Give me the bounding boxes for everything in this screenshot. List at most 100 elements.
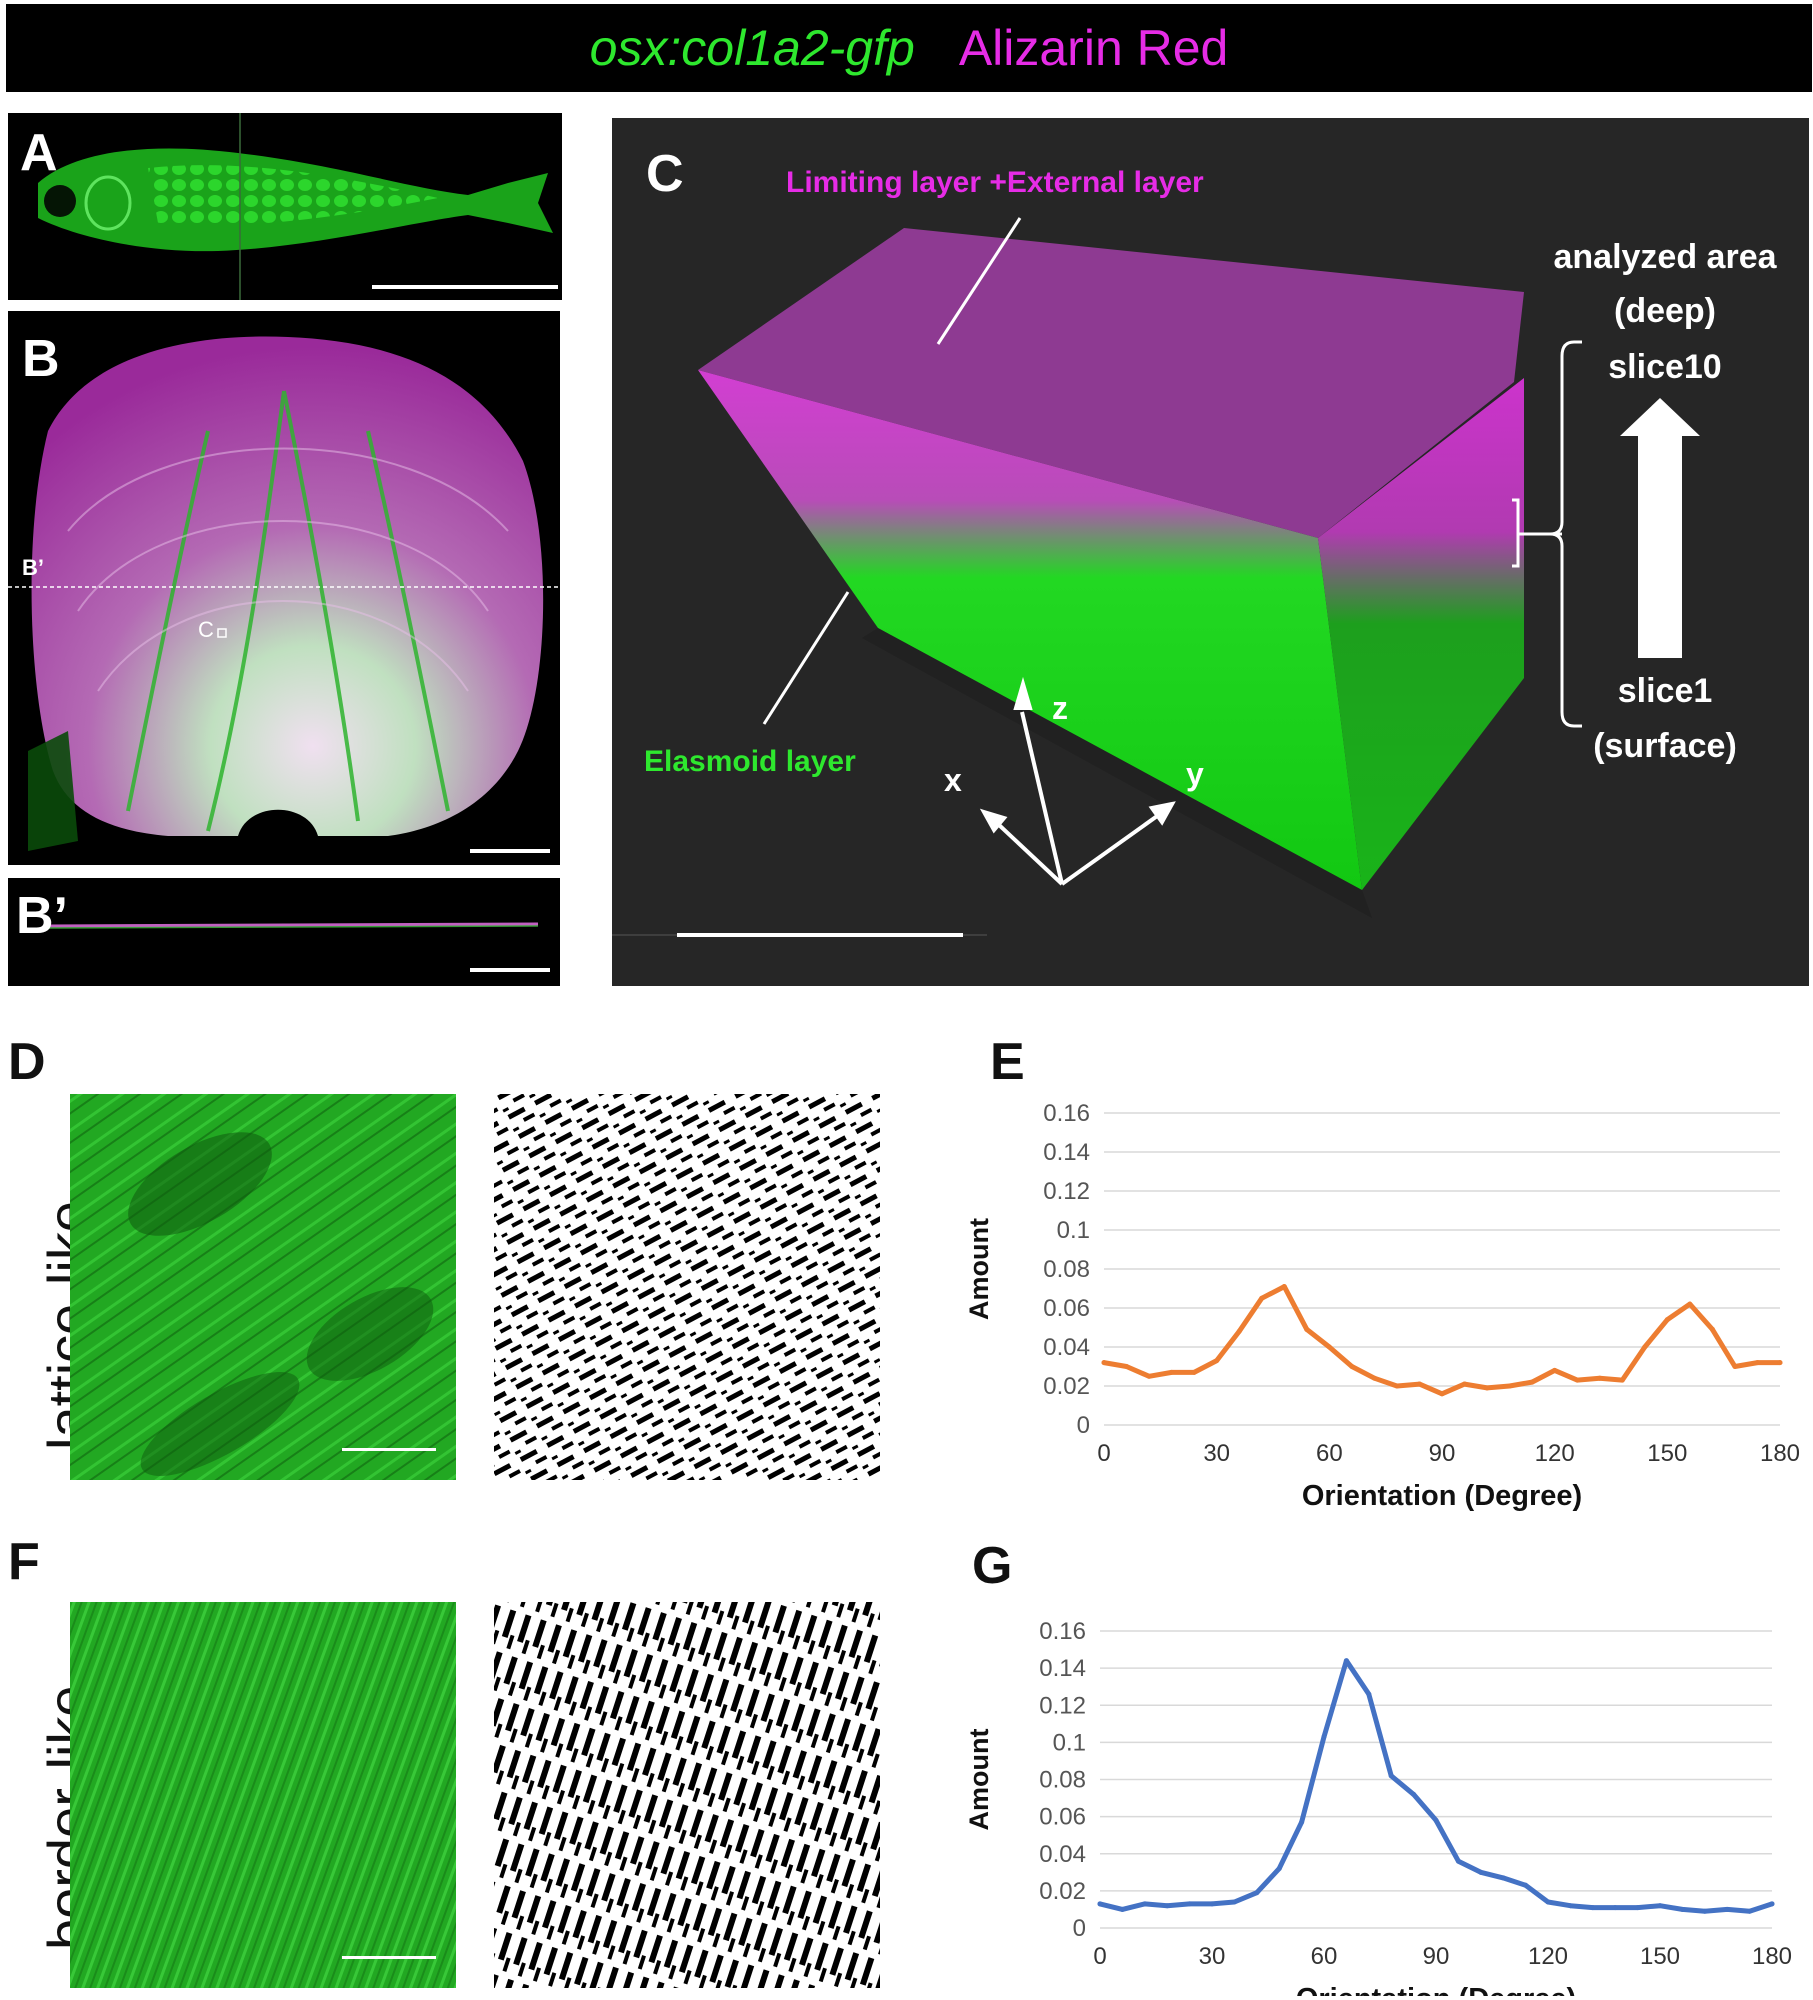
data-point (1709, 1326, 1715, 1332)
x-axis-label: Orientation (Degree) (1296, 1983, 1576, 1996)
data-point (1523, 1882, 1529, 1888)
data-point (1236, 1328, 1242, 1334)
data-point (1254, 1890, 1260, 1896)
data-point (1635, 1905, 1641, 1911)
c-region-marker: C (198, 617, 214, 642)
data-point (1769, 1901, 1775, 1907)
axis-y-label: y (1186, 756, 1204, 792)
y-tick-label: 0.08 (1039, 1767, 1086, 1794)
y-tick-label: 0.1 (1053, 1729, 1086, 1756)
data-point (1574, 1377, 1580, 1383)
axis-z-label: z (1052, 690, 1068, 726)
panel-c-image (612, 118, 1809, 986)
panel-d-fluorescence (70, 1094, 456, 1480)
panel-label-g: G (972, 1537, 1013, 1595)
data-point (1590, 1905, 1596, 1911)
data-point (1349, 1364, 1355, 1369)
x-tick-label: 90 (1423, 1943, 1450, 1970)
y-tick-label: 0.02 (1043, 1373, 1090, 1400)
volume-render (612, 228, 1524, 936)
data-point (1101, 1360, 1107, 1366)
annotation-lines (677, 217, 1700, 937)
y-tick-label: 0.02 (1039, 1878, 1086, 1905)
data-point (1433, 1817, 1439, 1823)
elasmoid-layer-label: Elasmoid layer (644, 745, 856, 778)
data-point (1500, 1875, 1506, 1881)
series-line (1101, 1284, 1783, 1397)
panel-b-prime-image: B’ (8, 878, 560, 986)
panel-f-binary (494, 1602, 880, 1988)
y-tick-label: 0.06 (1043, 1295, 1090, 1322)
slice10-label: slice10 (1608, 348, 1722, 386)
y-tick-label: 0.16 (1043, 1100, 1090, 1127)
panel-label-d: D (8, 1033, 46, 1091)
chart-g: 0 0.02 0.04 0.06 0.08 0.1 0.12 0.14 0.16 0 30 60 90 1… (964, 1618, 1792, 1996)
axis-x-label: x (944, 762, 962, 798)
x-tick-label: 180 (1760, 1440, 1800, 1467)
data-point (1299, 1819, 1305, 1825)
data-point (1612, 1905, 1618, 1911)
data-point (1545, 1899, 1551, 1905)
data-point (1394, 1383, 1400, 1389)
y-tick-label: 0.1 (1057, 1217, 1090, 1244)
y-tick-label: 0 (1077, 1412, 1090, 1439)
title-bar: osx:col1a2-gfp Alizarin Red (6, 4, 1812, 92)
x-tick-label: 0 (1097, 1440, 1110, 1467)
y-tick-label: 0.04 (1043, 1334, 1090, 1361)
data-point (1146, 1373, 1152, 1379)
y-axis-label: Amount (964, 1729, 994, 1831)
panel-a-image: A (8, 113, 562, 300)
data-point (1259, 1295, 1265, 1301)
data-point (1529, 1379, 1535, 1385)
x-tick-label: 0 (1093, 1943, 1106, 1970)
data-point (1732, 1364, 1738, 1369)
data-point (1484, 1385, 1490, 1391)
y-tick-label: 0.12 (1039, 1692, 1086, 1719)
x-tick-label: 180 (1752, 1943, 1792, 1970)
fish-illustration (38, 113, 553, 300)
y-tick-label: 0.12 (1043, 1178, 1090, 1205)
x-tick-label: 150 (1647, 1440, 1687, 1467)
x-tick-label: 30 (1199, 1943, 1226, 1970)
title-green: osx:col1a2-gfp (589, 20, 915, 76)
chart-e: 0 0.02 0.04 0.06 0.08 0.1 0.12 0.14 0.16 0 30 60 90 1… (964, 1100, 1800, 1512)
y-tick-label: 0.04 (1039, 1841, 1086, 1868)
y-tick-label: 0.14 (1043, 1139, 1090, 1166)
y-tick-label: 0.14 (1039, 1655, 1086, 1682)
data-point (1304, 1326, 1310, 1332)
panel-d-binary (494, 1094, 880, 1480)
y-tick-label: 0.08 (1043, 1256, 1090, 1283)
panel-label-b: B (22, 330, 60, 388)
panel-label-e: E (990, 1033, 1025, 1091)
series-line (1097, 1658, 1775, 1914)
data-point (1119, 1906, 1125, 1912)
panel-label-b-prime: B’ (16, 887, 68, 945)
data-point (1552, 1367, 1558, 1373)
limiting-layer-label: Limiting layer +External layer (786, 166, 1204, 199)
data-point (1702, 1908, 1708, 1914)
data-point (1371, 1375, 1377, 1381)
data-point (1439, 1391, 1445, 1397)
data-point (1164, 1903, 1170, 1909)
data-point (1142, 1901, 1148, 1907)
x-tick-label: 60 (1316, 1440, 1343, 1467)
data-point (1411, 1791, 1417, 1797)
surface-label: (surface) (1593, 727, 1737, 765)
data-point (1281, 1284, 1287, 1290)
data-point (1478, 1869, 1484, 1875)
data-point (1209, 1901, 1215, 1907)
data-point (1664, 1317, 1670, 1323)
data-point (1679, 1906, 1685, 1912)
data-point (1231, 1899, 1237, 1905)
title-magenta: Alizarin Red (958, 20, 1229, 76)
y-tick-label: 0.16 (1039, 1618, 1086, 1645)
data-point (1343, 1658, 1349, 1664)
data-point (1276, 1866, 1282, 1872)
y-tick-label: 0.06 (1039, 1804, 1086, 1831)
x-axis-label: Orientation (Degree) (1302, 1480, 1582, 1512)
cross-section (47, 922, 539, 929)
data-point (1187, 1901, 1193, 1907)
data-point (1388, 1773, 1394, 1779)
x-tick-label: 120 (1535, 1440, 1575, 1467)
panel-b-image: B B’ C (8, 311, 560, 865)
